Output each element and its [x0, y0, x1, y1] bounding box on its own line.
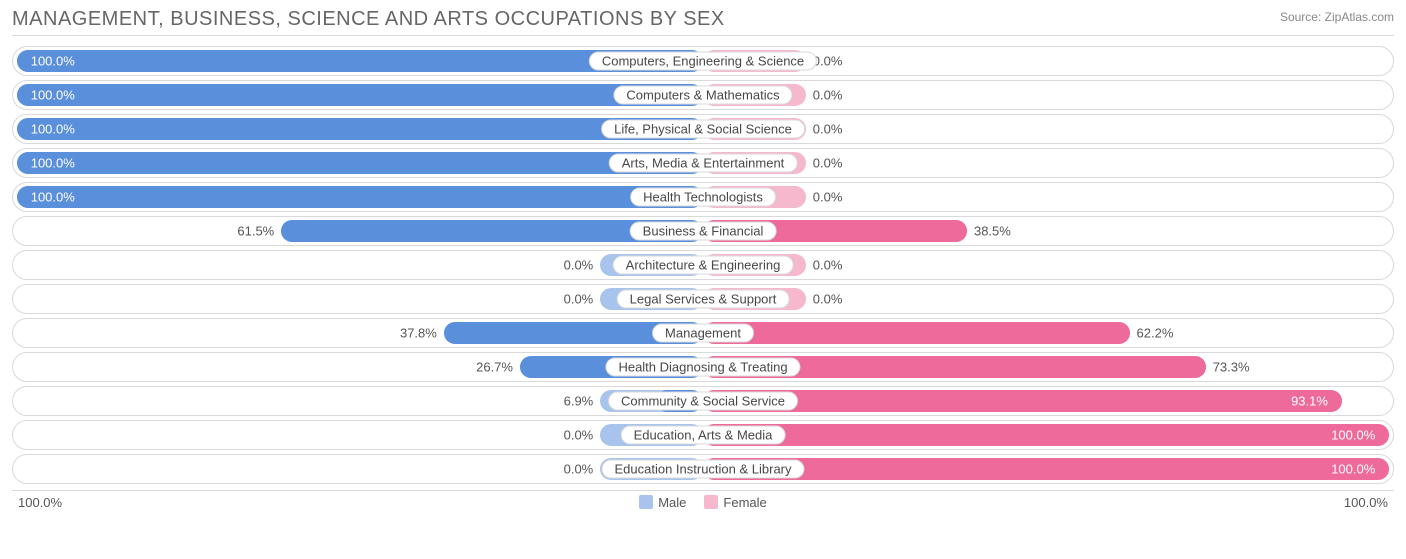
male-value-label: 26.7%	[476, 360, 513, 375]
male-value-label: 0.0%	[564, 462, 594, 477]
female-value-label: 38.5%	[974, 224, 1011, 239]
female-value-label: 0.0%	[813, 258, 843, 273]
category-label: Education Instruction & Library	[601, 460, 804, 479]
female-value-label: 0.0%	[813, 122, 843, 137]
female-value-label: 93.1%	[1291, 394, 1328, 409]
chart-row: 100.0% 0.0% Health Technologists	[12, 182, 1394, 212]
male-value-label: 37.8%	[400, 326, 437, 341]
category-label: Life, Physical & Social Science	[601, 120, 805, 139]
category-label: Management	[652, 324, 754, 343]
female-value-label: 0.0%	[813, 88, 843, 103]
female-value-label: 100.0%	[1331, 462, 1375, 477]
axis-right-label: 100.0%	[1344, 495, 1388, 510]
chart-source: Source: ZipAtlas.com	[1280, 10, 1394, 24]
female-value-label: 0.0%	[813, 190, 843, 205]
male-bar	[17, 152, 703, 174]
legend-male-swatch	[639, 495, 653, 509]
category-label: Architecture & Engineering	[613, 256, 794, 275]
chart-rows: 100.0%0.0%Computers, Engineering & Scien…	[12, 35, 1394, 491]
category-label: Health Technologists	[630, 188, 776, 207]
category-label: Computers, Engineering & Science	[589, 52, 817, 71]
chart-row: 6.9% 93.1% Community & Social Service	[12, 386, 1394, 416]
chart-footer: 100.0% Male Female 100.0%	[12, 491, 1394, 510]
female-value-label: 73.3%	[1213, 360, 1250, 375]
occupations-by-sex-chart: Management, Business, Science and Arts O…	[0, 0, 1406, 516]
female-value-label: 62.2%	[1137, 326, 1174, 341]
male-value-label: 100.0%	[31, 54, 75, 69]
category-label: Community & Social Service	[608, 392, 798, 411]
chart-header: Management, Business, Science and Arts O…	[12, 8, 1394, 31]
female-bar	[703, 390, 1342, 412]
category-label: Health Diagnosing & Treating	[605, 358, 800, 377]
male-value-label: 100.0%	[31, 88, 75, 103]
chart-row: 0.0% 100.0% Education, Arts & Media	[12, 420, 1394, 450]
chart-row: 0.0% 0.0% Architecture & Engineering	[12, 250, 1394, 280]
male-bar	[17, 186, 703, 208]
chart-row: 26.7% 73.3% Health Diagnosing & Treating	[12, 352, 1394, 382]
female-value-label: 0.0%	[813, 54, 843, 69]
category-label: Arts, Media & Entertainment	[609, 154, 798, 173]
female-value-label: 0.0%	[813, 156, 843, 171]
male-value-label: 61.5%	[237, 224, 274, 239]
category-label: Computers & Mathematics	[613, 86, 792, 105]
axis-left-label: 100.0%	[18, 495, 62, 510]
male-value-label: 0.0%	[564, 292, 594, 307]
female-value-label: 0.0%	[813, 292, 843, 307]
male-value-label: 0.0%	[564, 258, 594, 273]
legend-male: Male	[639, 495, 686, 510]
male-value-label: 100.0%	[31, 190, 75, 205]
chart-row: 100.0% 0.0% Computers & Mathematics	[12, 80, 1394, 110]
category-label: Education, Arts & Media	[621, 426, 786, 445]
female-value-label: 100.0%	[1331, 428, 1375, 443]
category-label: Business & Financial	[630, 222, 777, 241]
legend-female-label: Female	[723, 495, 766, 510]
chart-row: 61.5% 38.5% Business & Financial	[12, 216, 1394, 246]
female-bar	[703, 424, 1389, 446]
legend-male-label: Male	[658, 495, 686, 510]
category-label: Legal Services & Support	[617, 290, 790, 309]
male-value-label: 100.0%	[31, 156, 75, 171]
chart-row: 100.0% 0.0% Arts, Media & Entertainment	[12, 148, 1394, 178]
female-bar	[703, 458, 1389, 480]
male-value-label: 0.0%	[564, 428, 594, 443]
legend-female: Female	[704, 495, 766, 510]
chart-legend: Male Female	[639, 495, 767, 510]
male-bar	[17, 84, 703, 106]
chart-row: 0.0% 100.0% Education Instruction & Librar…	[12, 454, 1394, 484]
male-bar	[17, 118, 703, 140]
female-bar	[703, 322, 1130, 344]
chart-title: Management, Business, Science and Arts O…	[12, 8, 725, 31]
chart-row: 100.0% 0.0%Computers, Engineering & Scien…	[12, 46, 1394, 76]
male-value-label: 6.9%	[564, 394, 594, 409]
chart-row: 37.8% 62.2% Management	[12, 318, 1394, 348]
legend-female-swatch	[704, 495, 718, 509]
chart-row: 0.0% 0.0% Legal Services & Support	[12, 284, 1394, 314]
male-value-label: 100.0%	[31, 122, 75, 137]
chart-row: 100.0% 0.0% Life, Physical & Social Scienc…	[12, 114, 1394, 144]
